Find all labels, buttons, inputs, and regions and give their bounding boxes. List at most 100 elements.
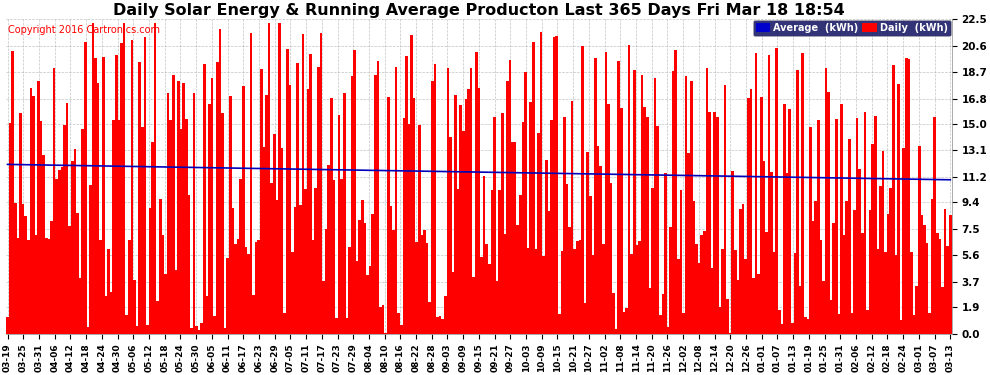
Bar: [592, 255, 594, 334]
Bar: [118, 120, 120, 334]
Bar: [672, 71, 674, 334]
Bar: [866, 310, 869, 334]
Bar: [858, 169, 861, 334]
Bar: [794, 253, 796, 334]
Bar: [682, 313, 685, 334]
Bar: [929, 313, 931, 334]
Bar: [457, 189, 459, 334]
Bar: [747, 98, 749, 334]
Bar: [76, 213, 79, 334]
Bar: [203, 64, 206, 334]
Bar: [30, 88, 32, 334]
Bar: [434, 64, 437, 334]
Bar: [812, 220, 815, 334]
Bar: [897, 84, 900, 334]
Bar: [934, 117, 937, 334]
Bar: [525, 72, 527, 334]
Bar: [193, 93, 195, 334]
Bar: [584, 303, 586, 334]
Bar: [333, 180, 336, 334]
Bar: [626, 308, 628, 334]
Bar: [783, 104, 786, 334]
Bar: [543, 256, 545, 334]
Bar: [371, 214, 374, 334]
Bar: [817, 120, 820, 334]
Bar: [532, 42, 535, 334]
Bar: [102, 57, 105, 334]
Bar: [535, 249, 538, 334]
Bar: [815, 201, 817, 334]
Bar: [25, 216, 27, 334]
Bar: [838, 314, 841, 334]
Bar: [187, 195, 190, 334]
Bar: [346, 318, 348, 334]
Bar: [943, 209, 946, 334]
Bar: [211, 78, 214, 334]
Bar: [201, 322, 203, 334]
Bar: [876, 249, 879, 334]
Bar: [139, 62, 141, 334]
Bar: [185, 119, 187, 334]
Bar: [648, 288, 651, 334]
Bar: [81, 129, 84, 334]
Bar: [454, 95, 457, 334]
Bar: [353, 50, 355, 334]
Bar: [89, 184, 92, 334]
Bar: [527, 248, 530, 334]
Bar: [498, 190, 501, 334]
Bar: [153, 23, 156, 334]
Bar: [732, 171, 734, 334]
Bar: [86, 327, 89, 334]
Bar: [144, 37, 147, 334]
Bar: [166, 93, 169, 334]
Bar: [180, 129, 182, 334]
Bar: [14, 202, 17, 334]
Bar: [765, 232, 767, 334]
Bar: [544, 160, 547, 334]
Bar: [721, 249, 724, 334]
Bar: [156, 302, 159, 334]
Bar: [275, 200, 278, 334]
Bar: [677, 259, 680, 334]
Bar: [237, 239, 240, 334]
Bar: [646, 117, 648, 334]
Bar: [97, 83, 99, 334]
Bar: [547, 210, 550, 334]
Bar: [879, 186, 882, 334]
Bar: [937, 232, 939, 334]
Bar: [312, 240, 315, 334]
Bar: [232, 207, 235, 334]
Bar: [19, 113, 22, 334]
Bar: [788, 109, 791, 334]
Bar: [501, 113, 504, 334]
Bar: [190, 328, 193, 334]
Bar: [770, 172, 773, 334]
Bar: [830, 300, 833, 334]
Bar: [926, 243, 929, 334]
Bar: [214, 316, 216, 334]
Bar: [429, 302, 431, 334]
Bar: [421, 234, 424, 334]
Bar: [836, 118, 838, 334]
Bar: [775, 48, 778, 334]
Bar: [424, 230, 426, 334]
Bar: [283, 313, 286, 334]
Bar: [254, 242, 257, 334]
Bar: [801, 53, 804, 334]
Bar: [216, 62, 219, 334]
Bar: [605, 52, 607, 334]
Bar: [708, 112, 711, 334]
Bar: [299, 205, 302, 334]
Bar: [607, 104, 610, 334]
Bar: [50, 220, 52, 334]
Bar: [390, 206, 392, 334]
Bar: [841, 105, 842, 334]
Bar: [330, 98, 333, 334]
Bar: [107, 249, 110, 334]
Bar: [558, 314, 560, 334]
Bar: [633, 70, 636, 334]
Bar: [719, 307, 721, 334]
Bar: [174, 270, 177, 334]
Bar: [296, 63, 299, 334]
Bar: [744, 259, 747, 334]
